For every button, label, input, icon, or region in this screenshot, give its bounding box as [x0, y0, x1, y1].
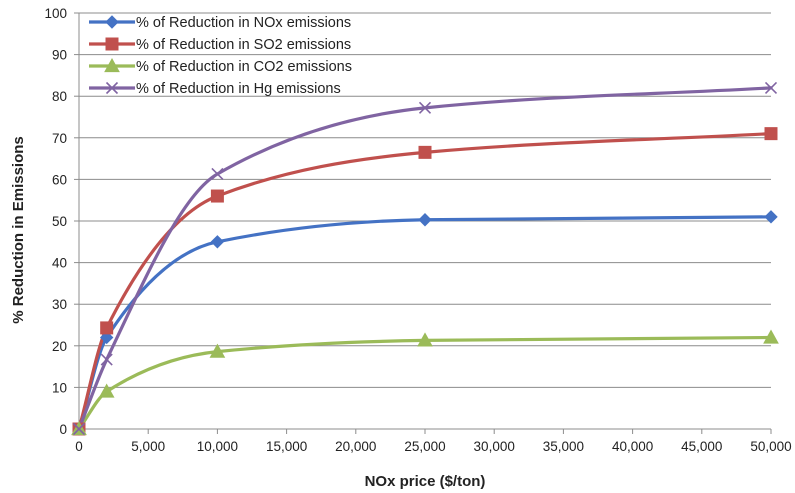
series-line-2 [79, 134, 771, 429]
x-tick-label: 45,000 [681, 439, 722, 454]
y-tick-label: 50 [52, 214, 67, 229]
legend-item: % of Reduction in NOx emissions [89, 15, 351, 31]
x-tick-label: 5,000 [131, 439, 165, 454]
data-point-diamond [211, 236, 223, 248]
data-point-square [419, 146, 431, 158]
y-tick-label: 90 [52, 48, 67, 63]
x-tick-label: 10,000 [197, 439, 238, 454]
x-tick-label: 30,000 [474, 439, 515, 454]
x-tick-label: 50,000 [750, 439, 791, 454]
legend-item: % of Reduction in Hg emissions [89, 81, 341, 97]
y-tick-label: 40 [52, 256, 67, 271]
data-point-x [212, 168, 223, 179]
legend-label: % of Reduction in CO2 emissions [136, 59, 352, 75]
legend-item: % of Reduction in CO2 emissions [89, 59, 352, 75]
legend: % of Reduction in NOx emissions % of Redu… [89, 15, 352, 97]
series-line-1 [79, 217, 771, 429]
data-point-square [765, 128, 777, 140]
data-point-x [101, 354, 112, 365]
y-tick-label: 30 [52, 297, 67, 312]
series-lines [79, 88, 771, 429]
x-tick-label: 40,000 [612, 439, 653, 454]
y-axis-title: % Reduction in Emissions [10, 136, 27, 324]
y-tick-label: 20 [52, 339, 67, 354]
y-tick-label: 60 [52, 172, 67, 187]
series-line-3 [79, 337, 771, 429]
legend-item: % of Reduction in SO2 emissions [89, 37, 351, 53]
y-tick-label: 10 [52, 380, 67, 395]
y-tick-label: 0 [59, 422, 67, 437]
legend-label: % of Reduction in NOx emissions [136, 15, 351, 31]
y-tick-label: 100 [44, 6, 67, 21]
x-tick-label: 35,000 [543, 439, 584, 454]
y-tick-label: 80 [52, 89, 67, 104]
data-point-square [211, 190, 223, 202]
x-tick-label: 20,000 [335, 439, 376, 454]
x-tick-label: 25,000 [404, 439, 445, 454]
legend-label: % of Reduction in Hg emissions [136, 81, 341, 97]
legend-swatch-marker [106, 38, 118, 50]
x-axis-title: NOx price ($/ton) [365, 473, 486, 490]
y-tick-label: 70 [52, 131, 67, 146]
legend-label: % of Reduction in SO2 emissions [136, 37, 351, 53]
data-point-triangle [100, 385, 114, 398]
data-point-diamond [419, 214, 431, 226]
data-point-square [101, 322, 113, 334]
x-tick-label: 15,000 [266, 439, 307, 454]
legend-swatch-marker [106, 16, 118, 28]
x-tick-label: 0 [75, 439, 83, 454]
